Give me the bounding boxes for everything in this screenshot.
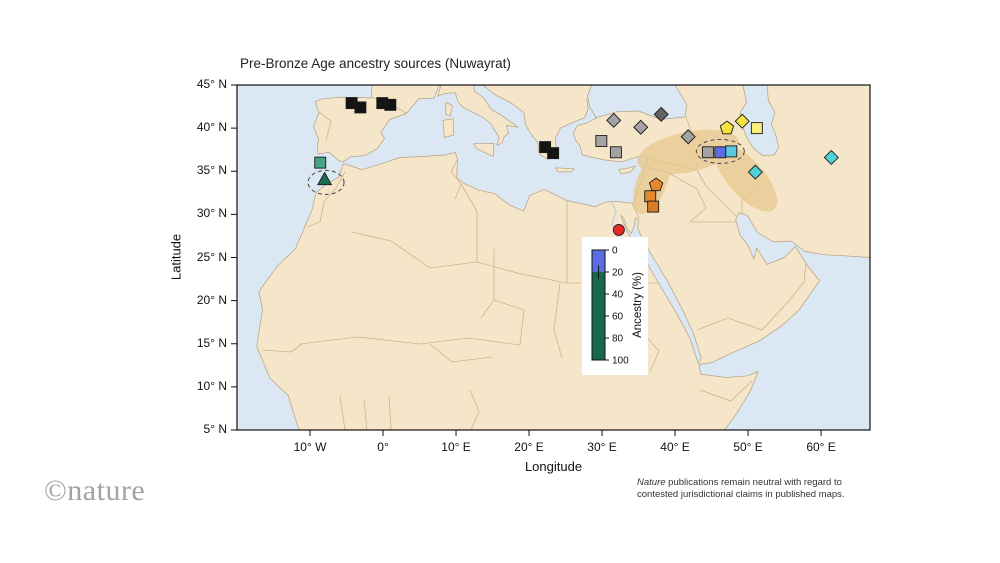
legend-tick-label: 40 xyxy=(612,290,624,301)
y-tick-label: 15° N xyxy=(196,335,227,350)
nature-logo: ©nature xyxy=(44,474,146,507)
x-tick-label: 30° E xyxy=(587,440,617,454)
map-disclaimer: Nature publications remain neutral with … xyxy=(637,477,845,502)
y-tick-label: 40° N xyxy=(196,120,227,135)
disclaimer-text-1: publications remain neutral with regard … xyxy=(665,477,842,488)
marker-square xyxy=(647,200,660,213)
legend-bar-segment-1 xyxy=(592,272,605,360)
landmass-iberia-france xyxy=(313,85,440,163)
marker-diamond xyxy=(680,129,696,145)
legend-bar-segment-0 xyxy=(592,250,605,272)
cluster-callouts xyxy=(307,138,745,196)
marker-square xyxy=(701,146,714,159)
marker-square xyxy=(750,122,763,135)
marker-square xyxy=(644,190,657,203)
island-crete xyxy=(554,167,575,173)
axis-ticks xyxy=(231,84,822,436)
x-tick-label: 10° E xyxy=(441,440,471,454)
landmass-africa-middle-east xyxy=(256,85,870,430)
disclaimer-journal-name: Nature xyxy=(637,477,666,488)
landmass-italy xyxy=(437,85,519,146)
island-cyprus xyxy=(618,165,636,175)
disclaimer-text-2: contested jurisdictional claims in publi… xyxy=(637,489,845,501)
marker-diamond xyxy=(747,164,763,180)
marker-diamond xyxy=(823,149,839,166)
y-tick-label: 45° N xyxy=(196,77,227,91)
arabian-sea-persian-gulf xyxy=(698,212,870,430)
x-tick-label: 50° E xyxy=(733,440,763,454)
y-tick-label: 20° N xyxy=(196,292,227,307)
ancestry-legend: 0 20 40 60 80 100 Ancestry (%) xyxy=(582,237,648,375)
marker-diamond xyxy=(653,106,669,122)
x-tick-label: 0° xyxy=(377,440,389,454)
marker-square xyxy=(539,141,552,154)
x-axis-label: Longitude xyxy=(524,459,583,474)
legend-title: Ancestry (%) xyxy=(632,272,644,338)
marker-circle xyxy=(612,223,625,236)
legend-tick-label: 100 xyxy=(612,356,629,367)
legend-bar-outline xyxy=(591,249,606,361)
y-tick-label: 35° N xyxy=(196,163,227,178)
y-tick-label: 10° N xyxy=(196,378,227,393)
marker-square xyxy=(384,98,397,111)
marker-diamond xyxy=(734,113,750,129)
marker-triangle xyxy=(317,171,333,186)
marker-diamond xyxy=(606,112,622,128)
y-tick-label: 30° N xyxy=(196,206,227,221)
x-tick-label: 60° E xyxy=(806,440,836,454)
legend-tick-label: 60 xyxy=(612,312,624,323)
marker-square xyxy=(714,146,727,159)
sample-markers xyxy=(314,97,839,236)
marker-square xyxy=(595,135,608,148)
legend-tick-label: 0 xyxy=(612,246,618,257)
marker-square xyxy=(314,156,327,169)
y-tick-label: 25° N xyxy=(196,249,227,264)
x-tick-label: 40° E xyxy=(660,440,690,454)
marker-square xyxy=(609,146,622,159)
highlight-zagros-arm xyxy=(714,144,778,212)
figure-title: Pre-Bronze Age ancestry sources (Nuwayra… xyxy=(240,56,511,71)
marker-square xyxy=(725,145,738,158)
legend-tick-label: 80 xyxy=(612,334,624,345)
marker-pentagon xyxy=(719,120,735,135)
island-sicily xyxy=(473,142,495,157)
x-tick-label: 10° W xyxy=(293,440,327,454)
x-tick-label: 20° E xyxy=(514,440,544,454)
marker-square xyxy=(547,147,560,160)
dashed-callout-ellipse xyxy=(307,169,345,196)
legend-tick-label: 20 xyxy=(612,268,624,279)
marker-square xyxy=(354,101,367,114)
marker-diamond xyxy=(633,119,649,135)
y-tick-label: 5° N xyxy=(203,422,227,436)
island-corsica xyxy=(445,101,453,117)
island-sardinia xyxy=(442,118,455,138)
dashed-callout-ellipse xyxy=(695,138,745,164)
disclaimer-line-1: Nature publications remain neutral with … xyxy=(637,477,845,489)
